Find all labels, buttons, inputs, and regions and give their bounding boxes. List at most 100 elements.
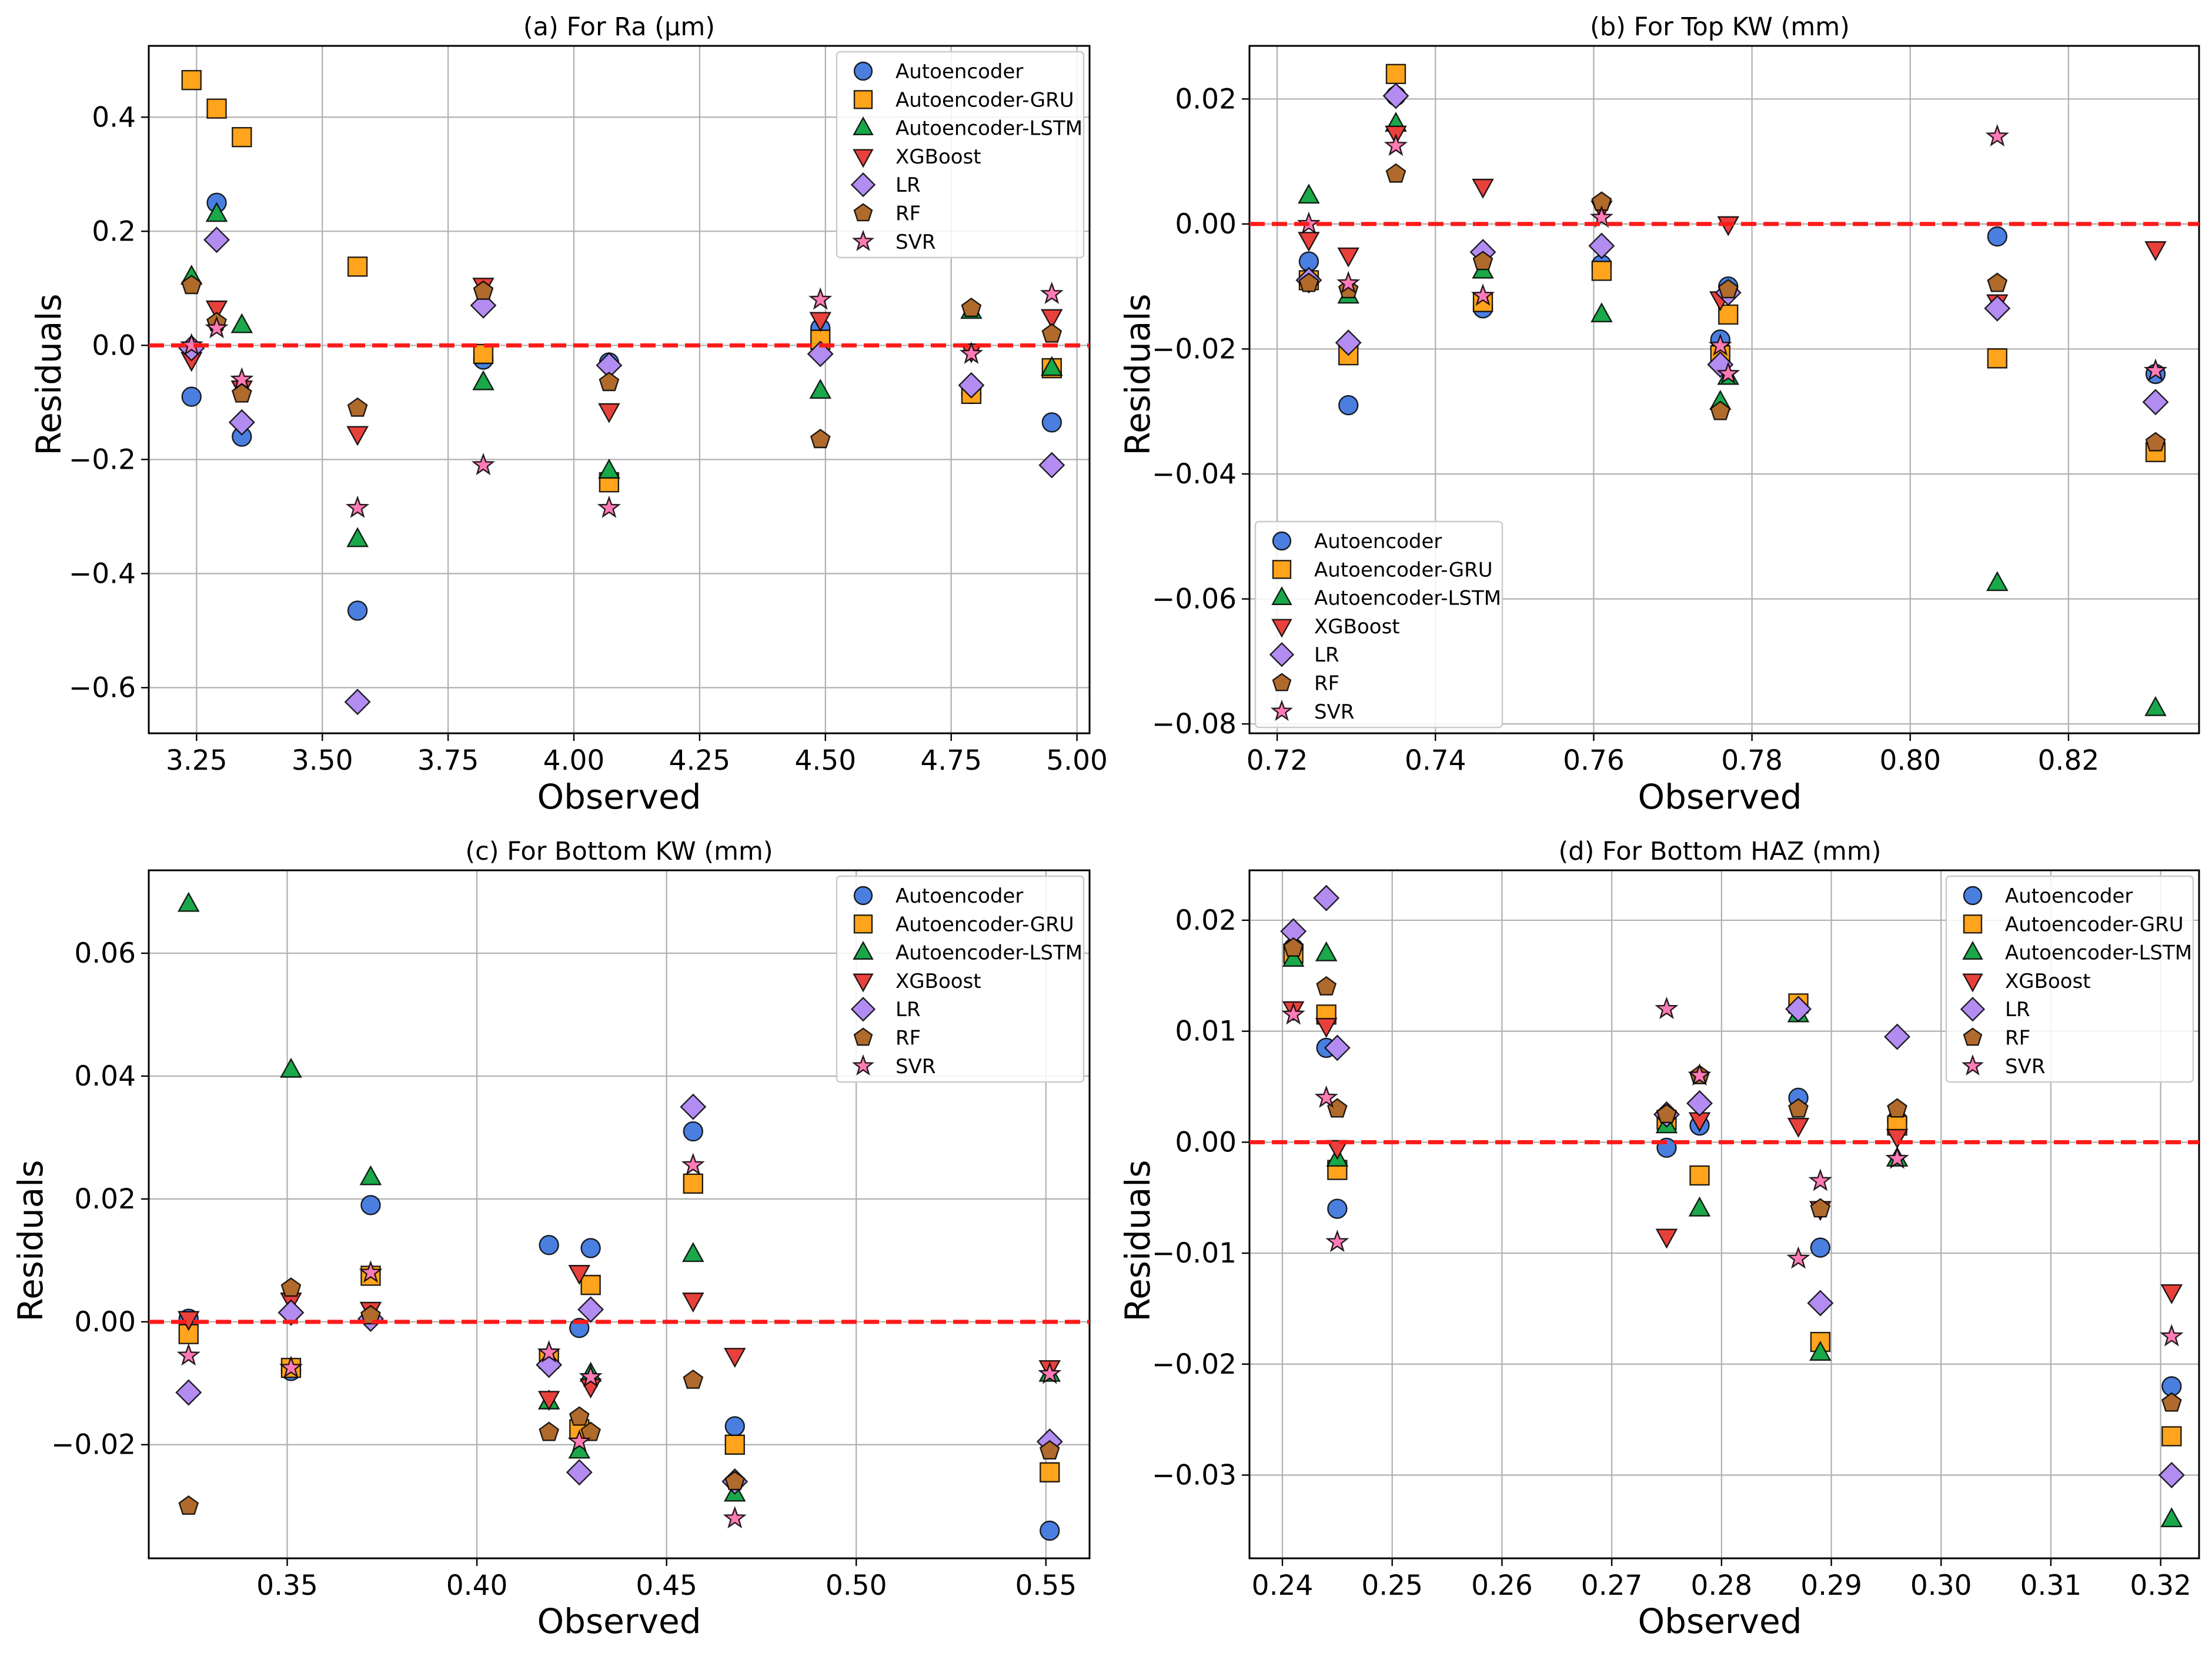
point-autoencoder <box>1327 1198 1348 1219</box>
x-tick-label: 4.75 <box>920 744 982 777</box>
point-lr <box>344 689 371 716</box>
legend-label: SVR <box>896 1055 935 1078</box>
point-lr <box>278 1299 305 1326</box>
y-tick-label: −0.02 <box>1152 1348 1237 1381</box>
point-xgboost <box>537 1391 560 1411</box>
point-rf <box>724 1471 746 1491</box>
legend-label: LR <box>896 998 921 1021</box>
x-tick-label: 0.78 <box>1721 744 1783 777</box>
point-autoencoder-lstm <box>1809 1341 1832 1361</box>
point-autoencoder-lstm <box>1298 183 1320 204</box>
point-lr <box>1324 1034 1351 1061</box>
ticks: 3.25 3.50 3.75 4.00 4.25 4.50 4.75 5.00 −0.6 −0.4… <box>69 101 1108 777</box>
point-rf <box>1656 1103 1677 1123</box>
plot-area-frame <box>148 45 1091 734</box>
point-autoencoder <box>683 1121 704 1142</box>
point-xgboost <box>1787 1117 1810 1138</box>
legend-label: XGBoost <box>896 145 981 169</box>
point-svr <box>1985 123 2009 147</box>
point-rf <box>580 1421 602 1441</box>
legend-label: Autoencoder-GRU <box>896 88 1074 112</box>
panel-bottom-haz: (d) For Bottom HAZ (mm) Observed Residua… <box>1118 837 2200 1641</box>
legend-marker-svr <box>1270 699 1294 721</box>
point-rf <box>2161 1392 2182 1412</box>
x-tick-label: 0.80 <box>1879 744 1941 777</box>
point-lr <box>1588 232 1615 259</box>
point-autoencoder <box>347 600 368 621</box>
point-autoencoder-gru <box>181 70 202 91</box>
legend-label: Autoencoder <box>1314 530 1442 553</box>
legend-marker-rf <box>1272 673 1292 692</box>
point-rf <box>473 280 494 300</box>
point-autoencoder-gru <box>232 127 252 148</box>
x-axis-label: Observed <box>1638 777 1802 817</box>
panel-title: (a) For Ra (μm) <box>523 12 715 42</box>
y-tick-label: −0.02 <box>51 1429 136 1461</box>
legend-marker-autoencoder <box>853 61 873 81</box>
point-rf <box>181 275 202 295</box>
point-autoencoder-lstm <box>1040 356 1063 376</box>
legend-marker-xgboost <box>853 973 874 993</box>
y-axis-label: Residuals <box>1118 293 1158 455</box>
ticks: 0.35 0.40 0.45 0.50 0.55 −0.02 0.00 0.02 0.04 0.0… <box>51 937 1077 1602</box>
y-tick-label: −0.01 <box>1152 1237 1237 1270</box>
x-tick-label: 0.72 <box>1247 744 1308 777</box>
legend-label: Autoencoder-LSTM <box>1314 587 1501 610</box>
x-tick-label: 0.76 <box>1563 744 1625 777</box>
point-xgboost <box>1315 1017 1338 1038</box>
point-autoencoder <box>539 1235 559 1255</box>
y-tick-label: −0.08 <box>1152 708 1237 740</box>
point-svr <box>537 1340 561 1363</box>
point-lr <box>1785 996 1812 1023</box>
x-axis-label: Observed <box>537 1601 701 1641</box>
legend-frame <box>836 51 1085 259</box>
point-svr <box>230 367 254 390</box>
point-svr <box>1688 1063 1712 1086</box>
point-xgboost <box>1298 232 1320 252</box>
y-tick-label: 0.4 <box>92 101 136 133</box>
panel-ra: (a) For Ra (μm) Observed Residuals 3.25 3… <box>29 12 1108 817</box>
legend-label: RF <box>1314 672 1339 696</box>
point-svr <box>359 1260 383 1283</box>
point-lr <box>1884 1023 1911 1050</box>
point-svr <box>345 495 370 518</box>
legend-label: XGBoost <box>1314 615 1400 639</box>
point-svr <box>1885 1146 1909 1169</box>
plot-area-frame <box>1248 869 2200 1560</box>
point-autoencoder <box>1810 1237 1831 1258</box>
x-tick-label: 0.32 <box>2130 1569 2191 1602</box>
data-points <box>178 70 1065 716</box>
point-svr <box>1708 333 1732 356</box>
point-autoencoder-lstm <box>2144 696 2167 716</box>
x-tick-label: 3.25 <box>166 744 228 777</box>
panel-title: (d) For Bottom HAZ (mm) <box>1559 837 1882 866</box>
legend-marker-autoencoder-gru <box>1963 914 1983 934</box>
point-autoencoder-lstm <box>205 202 228 222</box>
point-lr <box>577 1296 604 1323</box>
point-xgboost <box>723 1348 746 1368</box>
point-xgboost <box>2144 241 2167 262</box>
point-autoencoder-lstm <box>472 370 494 390</box>
point-autoencoder-lstm <box>1282 947 1305 967</box>
panel-title: (b) For Top KW (mm) <box>1590 12 1850 42</box>
point-rf <box>360 1305 381 1325</box>
x-tick-label: 5.00 <box>1046 744 1108 777</box>
legend-frame <box>836 875 1085 1083</box>
point-lr <box>1382 82 1409 109</box>
y-tick-label: 0.00 <box>74 1306 136 1338</box>
point-rf <box>1316 976 1337 996</box>
x-tick-label: 0.24 <box>1252 1569 1314 1602</box>
point-xgboost <box>681 1293 704 1313</box>
x-tick-label: 0.35 <box>256 1569 318 1602</box>
point-autoencoder-gru <box>683 1173 704 1194</box>
point-svr <box>1040 281 1064 305</box>
point-autoencoder-lstm <box>1315 941 1338 961</box>
point-autoencoder-lstm <box>681 1242 704 1263</box>
data-points <box>1295 64 2169 716</box>
point-lr <box>1807 1290 1834 1317</box>
panel-top-kw: (b) For Top KW (mm) Observed Residuals 0… <box>1118 12 2200 817</box>
point-svr <box>1716 361 1740 385</box>
legend-frame <box>1945 875 2194 1083</box>
point-svr <box>1281 1002 1305 1025</box>
